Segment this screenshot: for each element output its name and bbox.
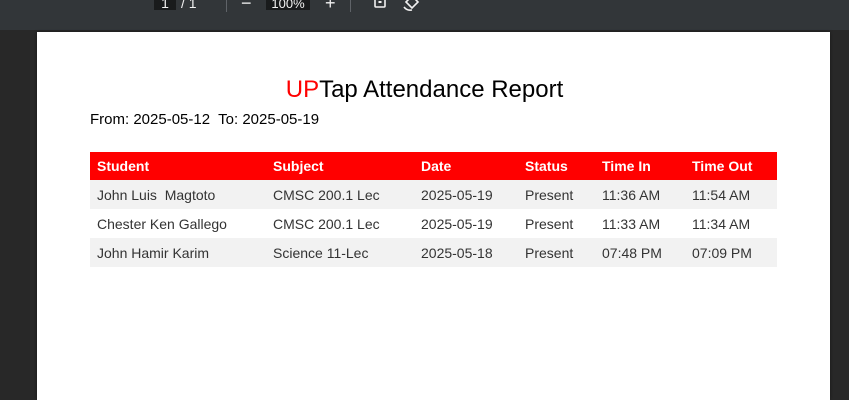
table-header-row: Student Subject Date Status Time In Time… — [90, 152, 777, 180]
cell-date: 2025-05-19 — [414, 180, 518, 209]
cell-subject: CMSC 200.1 Lec — [266, 209, 414, 238]
toolbar-divider — [350, 0, 351, 12]
attendance-table: Student Subject Date Status Time In Time… — [90, 152, 777, 267]
zoom-level-input[interactable]: 100% — [266, 0, 310, 10]
header-subject: Subject — [266, 152, 414, 180]
cell-status: Present — [518, 209, 595, 238]
cell-time-out: 11:34 AM — [685, 209, 777, 238]
date-range: From: 2025-05-12 To: 2025-05-19 — [90, 111, 319, 129]
fit-page-icon[interactable] — [373, 0, 389, 12]
cell-subject: CMSC 200.1 Lec — [266, 180, 414, 209]
table-row: John Luis Magtoto CMSC 200.1 Lec 2025-05… — [90, 180, 777, 209]
cell-status: Present — [518, 180, 595, 209]
report-title-accent: UP — [285, 76, 320, 103]
zoom-out-button[interactable]: − — [241, 0, 252, 13]
from-label: From: — [90, 111, 130, 128]
cell-status: Present — [518, 238, 595, 267]
header-status: Status — [518, 152, 595, 180]
cell-student: John Luis Magtoto — [90, 180, 266, 209]
toolbar-divider — [226, 0, 227, 12]
cell-time-out: 07:09 PM — [685, 238, 777, 267]
cell-subject: Science 11-Lec — [266, 238, 414, 267]
cell-date: 2025-05-18 — [414, 238, 518, 267]
report-title-rest: Tap Attendance Report — [319, 76, 564, 103]
cell-date: 2025-05-19 — [414, 209, 518, 238]
from-date: 2025-05-12 — [133, 111, 211, 128]
to-label: To: — [218, 111, 239, 128]
header-date: Date — [414, 152, 518, 180]
page-count: / 1 — [181, 0, 197, 11]
cell-student: John Hamir Karim — [90, 238, 266, 267]
zoom-in-button[interactable]: + — [325, 0, 336, 13]
table-row: Chester Ken Gallego CMSC 200.1 Lec 2025-… — [90, 209, 777, 238]
to-date: 2025-05-19 — [242, 111, 320, 128]
cell-time-in: 11:33 AM — [595, 209, 685, 238]
page-number-input[interactable]: 1 — [154, 0, 176, 10]
cell-time-in: 07:48 PM — [595, 238, 685, 267]
header-time-in: Time In — [595, 152, 685, 180]
rotate-icon[interactable] — [403, 0, 420, 12]
cell-student: Chester Ken Gallego — [90, 209, 266, 238]
header-time-out: Time Out — [685, 152, 777, 180]
report-title: UPTap Attendance Report — [0, 76, 849, 104]
cell-time-out: 11:54 AM — [685, 180, 777, 209]
table-row: John Hamir Karim Science 11-Lec 2025-05-… — [90, 238, 777, 267]
cell-time-in: 11:36 AM — [595, 180, 685, 209]
pdf-toolbar: 1 / 1 − 100% + — [0, 0, 849, 30]
header-student: Student — [90, 152, 266, 180]
